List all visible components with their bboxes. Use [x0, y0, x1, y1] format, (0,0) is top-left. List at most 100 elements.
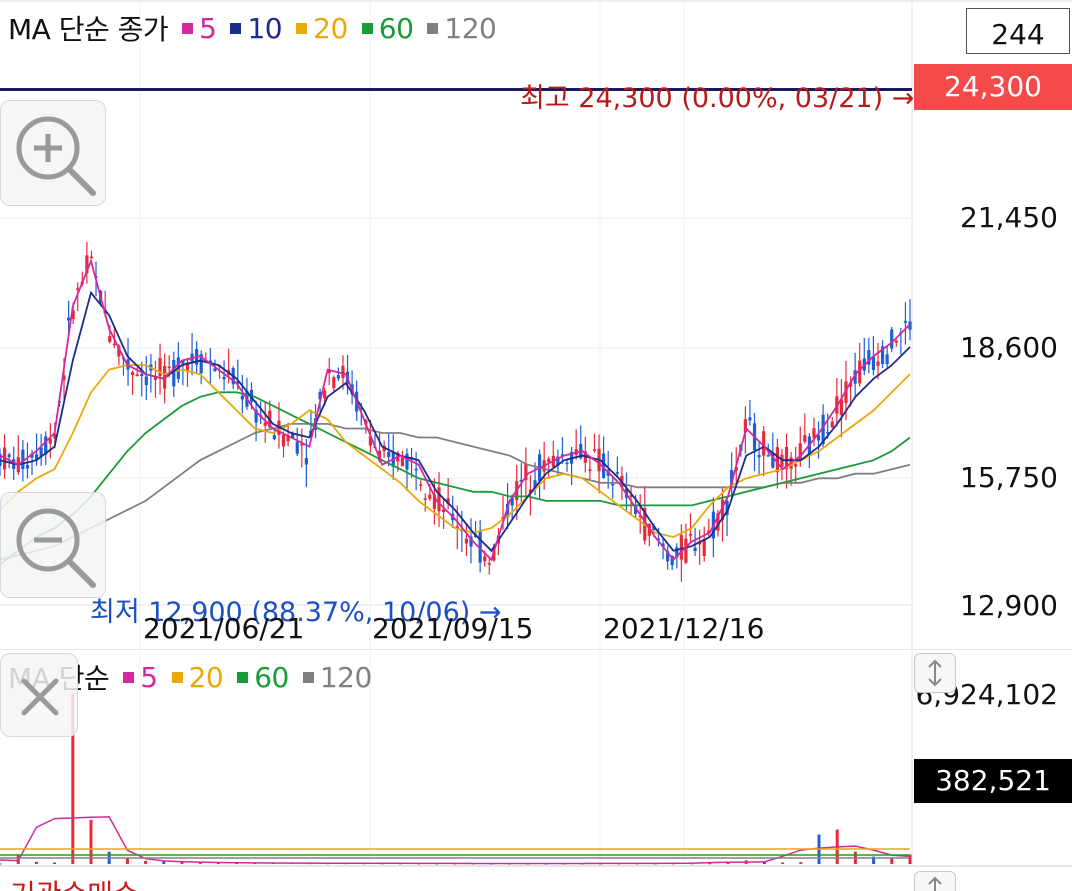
candle-body [213, 368, 217, 372]
institution-panel[interactable]: 기관순매수 [0, 867, 1072, 891]
candle-body [880, 346, 885, 364]
candle-body [300, 443, 304, 446]
volume-ma5-line [0, 816, 911, 865]
candle-body [39, 447, 43, 457]
volume-bar [180, 861, 184, 864]
candle-body [446, 498, 450, 505]
candle-body [890, 329, 894, 349]
volume-bar [198, 862, 202, 864]
ma5-line [0, 258, 911, 562]
volume-bar [726, 862, 730, 864]
vol-ma120-swatch [302, 671, 314, 683]
candle-body [469, 536, 473, 547]
ma10-label: 10 [247, 11, 283, 45]
ma20-line [0, 364, 911, 539]
candle-body [400, 456, 405, 467]
candle-body [725, 500, 729, 516]
price-grid [0, 0, 1072, 650]
candle-body [304, 458, 308, 465]
candle-body [547, 458, 551, 463]
candle-body [602, 453, 606, 479]
candle-body [414, 468, 418, 471]
candle-body [327, 370, 331, 374]
candle-body [437, 487, 441, 512]
candle-body [34, 454, 39, 461]
candle-body [675, 547, 679, 558]
candle-body [153, 376, 158, 380]
candle-body [766, 455, 770, 457]
ma5-swatch [182, 22, 194, 34]
candle-body [871, 356, 876, 371]
zoom-in-button[interactable] [0, 100, 106, 206]
volume-panel[interactable]: MA 단순 5 20 60 120 6,924,102 382,521 [0, 651, 1072, 867]
volume-bar [216, 862, 220, 864]
ma120-label: 120 [444, 11, 497, 45]
candle-body [688, 533, 693, 536]
candle-body [53, 433, 57, 439]
vol-ma20-label: 20 [188, 660, 224, 694]
candle-body [652, 525, 656, 530]
candle-body [670, 555, 674, 566]
candle-body [830, 421, 834, 428]
period-input[interactable]: 244 [966, 8, 1070, 54]
vol-ma5-swatch [123, 671, 135, 683]
candle-body [441, 509, 446, 512]
candle-body [762, 431, 766, 456]
volume-bar [89, 819, 93, 864]
candle-body [661, 543, 665, 547]
candle-body [272, 435, 276, 440]
candle-body [858, 360, 862, 384]
y-tick-15750: 15,750 [960, 461, 1058, 494]
candle-body [556, 456, 560, 466]
candle-body [30, 453, 34, 458]
candle-body [89, 256, 94, 259]
candle-body [281, 434, 286, 447]
candle-body [71, 310, 75, 320]
candle-body [848, 382, 853, 387]
candle-body [167, 366, 171, 369]
volume-bar [781, 862, 785, 864]
zoom-out-button[interactable] [0, 492, 106, 598]
price-legend: MA 단순 종가 5 10 20 60 120 [8, 8, 497, 48]
volume-bar [0, 863, 2, 865]
candle-body [108, 335, 112, 343]
vol-ma5-label: 5 [140, 660, 158, 694]
candle-body [853, 370, 857, 384]
price-panel[interactable]: 최고 24,300 (0.00%, 03/21) → 24,300 최저 12,… [0, 0, 1072, 650]
candle-body [775, 447, 779, 473]
resize-bottom-button[interactable] [914, 871, 956, 891]
candle-body [743, 419, 747, 433]
volume-bar [762, 861, 766, 864]
candle-body [359, 407, 363, 410]
candle-body [419, 484, 423, 486]
candle-body [432, 494, 437, 509]
candle-body [21, 449, 25, 470]
candle-body [757, 455, 761, 458]
price-chart[interactable] [0, 0, 912, 650]
candle-body [730, 470, 734, 488]
candle-body [464, 538, 469, 544]
close-volume-button[interactable] [0, 653, 78, 737]
volume-bar [799, 862, 803, 864]
institution-title: 기관순매수 [10, 873, 139, 891]
volume-bar [144, 860, 148, 864]
y-tick-18600: 18,600 [960, 331, 1058, 364]
candle-body [615, 472, 619, 474]
candle-body [158, 358, 162, 376]
vol-ma120-label: 120 [319, 660, 372, 694]
candle-body [181, 359, 185, 364]
vol-ma60-label: 60 [254, 660, 289, 694]
ma5-label: 5 [199, 11, 217, 45]
resize-volume-button[interactable] [914, 653, 956, 693]
candle-body [510, 497, 514, 506]
candle-body [25, 464, 30, 469]
candle-body [428, 494, 432, 499]
candle-body [85, 255, 89, 274]
candle-body [240, 395, 244, 400]
y-tick-12900: 12,900 [960, 589, 1058, 622]
candle-body [423, 498, 427, 500]
volume-chart[interactable] [0, 651, 912, 867]
candle-body [263, 422, 267, 426]
candle-body [135, 374, 139, 376]
